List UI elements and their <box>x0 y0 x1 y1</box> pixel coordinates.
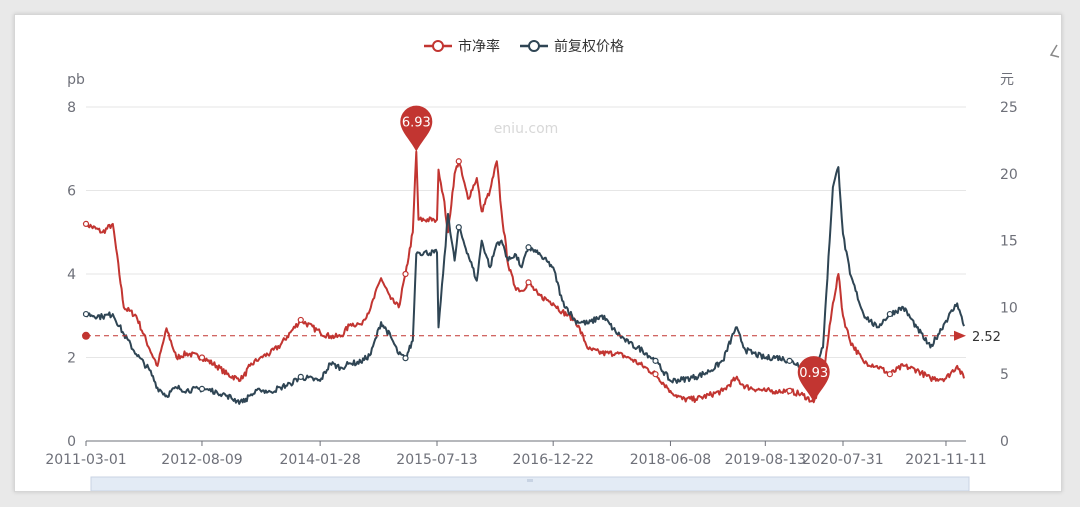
min-pin-icon <box>797 356 830 403</box>
datazoom-slider[interactable] <box>90 476 970 491</box>
pb-point-marker <box>402 270 409 278</box>
y-right-tick-label: 5 <box>1000 367 1009 383</box>
y-right-tick-label: 20 <box>1000 167 1018 183</box>
series-layer <box>82 150 965 405</box>
price-point-marker <box>297 373 304 380</box>
x-tick-label: 2020-07-31 <box>802 452 883 468</box>
markline-label: 2.52 <box>972 330 1001 345</box>
min-pin-label: 0.93 <box>799 366 828 381</box>
legend[interactable]: 市净率 前复权价格 <box>424 38 624 55</box>
price-point-marker <box>455 224 462 231</box>
legend-pb-marker-icon <box>432 40 444 52</box>
x-tick-label: 2016-12-22 <box>512 452 593 468</box>
max-pin-icon <box>400 105 433 152</box>
legend-item-price[interactable]: 前复权价格 <box>520 38 624 55</box>
legend-price-label: 前复权价格 <box>554 38 624 55</box>
pb-point-marker <box>198 354 206 361</box>
price-point-marker <box>402 355 409 362</box>
legend-item-pb[interactable]: 市净率 <box>424 38 500 55</box>
price-point-marker <box>886 310 893 318</box>
axis-layer: 0 2 4 6 8 0 5 10 15 20 25 pb 元 2011-03-01 2012-08-09 20… <box>45 72 1018 468</box>
pb-point-marker <box>297 316 304 324</box>
x-tick-label: 2021-11-11 <box>905 452 986 468</box>
y-right-tick-label: 15 <box>1000 234 1018 250</box>
y-right-axis-name: 元 <box>1000 72 1014 88</box>
pb-point-marker <box>786 387 793 394</box>
price-point-marker <box>786 357 793 364</box>
pb-point-marker <box>525 279 532 286</box>
x-tick-label: 2012-08-09 <box>161 452 242 468</box>
y-right-tick-label: 25 <box>1000 100 1018 116</box>
y-left-tick-label: 4 <box>67 267 76 283</box>
y-left-axis-name: pb <box>67 72 85 88</box>
watermark-text: eniu.com <box>494 121 559 137</box>
y-left-tick-label: 2 <box>67 351 76 367</box>
y-left-tick-label: 6 <box>67 184 76 200</box>
x-tick-label: 2011-03-01 <box>45 452 126 468</box>
price-point-marker <box>652 357 659 364</box>
legend-pb-label: 市净率 <box>458 38 500 55</box>
price-point-marker <box>525 244 532 251</box>
y-left-tick-label: 8 <box>67 100 76 116</box>
chart-panel: eniu.com 0 2 4 6 8 0 5 10 15 20 25 pb 元 2011-03-01 201… <box>14 14 1062 492</box>
toolbox-icon[interactable] <box>1049 44 1060 58</box>
markline-arrow-icon <box>954 330 966 341</box>
pb-price-chart: eniu.com 0 2 4 6 8 0 5 10 15 20 25 pb 元 2011-03-01 201… <box>45 38 1060 491</box>
max-pin-label: 6.93 <box>402 116 431 131</box>
grid-layer <box>86 106 966 358</box>
pb-point-marker <box>886 371 893 378</box>
legend-price-marker-icon <box>528 40 540 52</box>
x-tick-label: 2015-07-13 <box>396 452 477 468</box>
y-right-tick-label: 10 <box>1000 300 1018 316</box>
y-left-tick-label: 0 <box>67 434 76 450</box>
y-right-tick-label: 0 <box>1000 434 1009 450</box>
datazoom-handle-icon[interactable] <box>527 479 533 482</box>
x-tick-label: 2014-01-28 <box>279 452 360 468</box>
price-point-marker <box>82 310 90 318</box>
pb-point-marker <box>455 158 462 165</box>
mark-layer: 2.52 6.93 0.93 <box>82 105 1001 403</box>
pb-point-marker <box>652 371 659 378</box>
price-point-marker <box>198 385 206 392</box>
x-tick-label: 2018-06-08 <box>630 452 711 468</box>
pb-point-marker <box>82 220 90 227</box>
x-tick-label: 2019-08-13 <box>725 452 806 468</box>
